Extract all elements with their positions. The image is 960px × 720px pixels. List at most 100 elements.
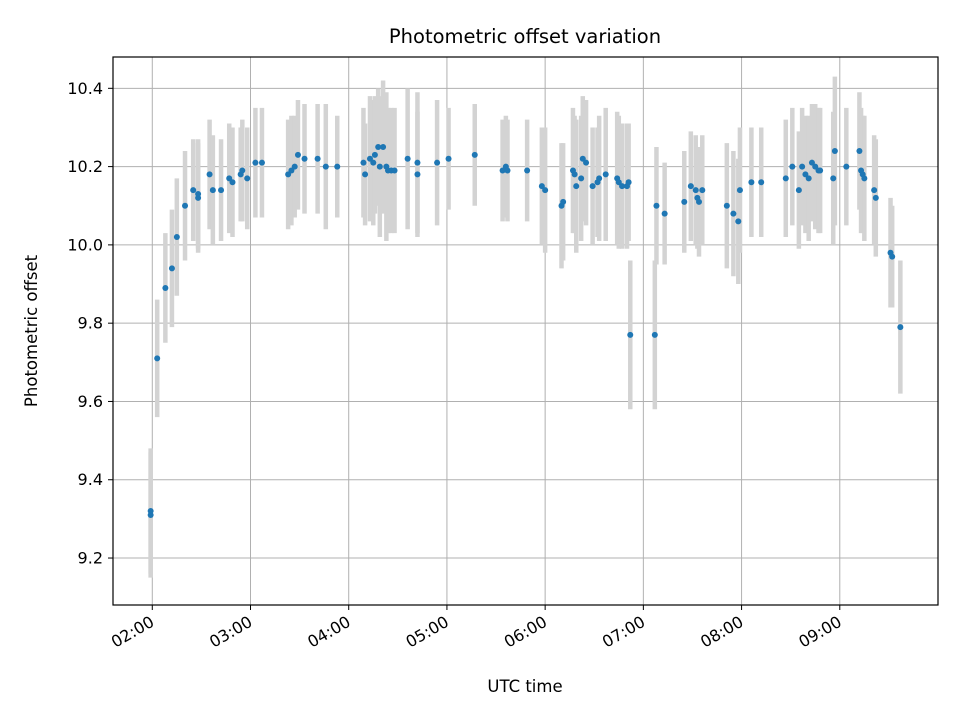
y-tick-label: 10.4	[67, 79, 103, 98]
data-point	[799, 163, 806, 170]
x-tick-label: 03:00	[206, 612, 255, 652]
data-point	[817, 167, 824, 174]
y-tick-label: 9.4	[78, 470, 103, 489]
data-point	[681, 198, 688, 205]
data-point	[195, 191, 202, 197]
data-point	[687, 183, 694, 190]
data-point	[571, 171, 578, 178]
y-tick-label: 9.6	[78, 392, 103, 411]
data-point	[322, 163, 329, 170]
data-point	[723, 202, 730, 209]
data-point	[314, 155, 321, 162]
data-point	[831, 147, 838, 154]
y-tick-label: 9.8	[78, 314, 103, 333]
data-point	[209, 187, 216, 194]
data-point	[229, 179, 236, 186]
data-point	[699, 187, 706, 194]
data-point	[627, 331, 634, 338]
y-tick-label: 10.2	[67, 157, 103, 176]
data-point	[504, 167, 511, 174]
x-axis-ticks: 02:00 03:00 04:00 05:00 06:00 07:00 08:00 09:00	[108, 605, 845, 652]
data-point	[748, 179, 755, 186]
data-point	[414, 159, 421, 166]
x-tick-label: 04:00	[304, 612, 353, 652]
y-tick-label: 9.2	[78, 549, 103, 568]
data-point	[414, 171, 421, 178]
data-point	[252, 159, 259, 166]
data-point	[735, 218, 742, 225]
x-tick-label: 08:00	[697, 612, 746, 652]
data-point	[244, 175, 251, 182]
data-point	[653, 202, 660, 209]
data-point	[162, 284, 169, 291]
data-point	[190, 187, 197, 194]
data-point	[843, 163, 850, 170]
data-point	[758, 179, 765, 186]
data-point	[897, 324, 904, 331]
data-point	[736, 187, 743, 194]
data-point	[206, 171, 213, 178]
data-point	[471, 151, 478, 158]
data-point	[596, 175, 603, 182]
x-tick-label: 05:00	[402, 612, 451, 652]
data-point	[524, 167, 531, 174]
data-point	[380, 144, 387, 151]
y-tick-label: 10.0	[67, 235, 103, 254]
data-point	[375, 144, 382, 151]
data-point	[239, 167, 246, 174]
data-point	[370, 159, 377, 166]
y-axis-ticks: 9.2 9.4 9.6 9.8 10.0 10.2 10.4	[67, 79, 113, 568]
points-layer	[147, 144, 904, 518]
data-point	[434, 159, 441, 166]
data-point	[871, 187, 878, 194]
data-point	[168, 265, 175, 272]
data-point	[542, 187, 549, 194]
x-tick-label: 02:00	[108, 612, 157, 652]
x-tick-label: 09:00	[795, 612, 844, 652]
data-point	[602, 171, 609, 178]
data-point	[218, 187, 225, 194]
x-tick-label: 07:00	[599, 612, 648, 652]
data-point	[861, 175, 868, 182]
data-point	[578, 175, 585, 182]
data-point	[619, 183, 626, 190]
data-point	[795, 187, 802, 194]
data-point	[182, 202, 189, 209]
data-point	[573, 183, 580, 190]
data-point	[661, 210, 668, 217]
chart-title: Photometric offset variation	[389, 25, 661, 48]
data-point	[294, 151, 301, 158]
data-point	[889, 253, 896, 260]
data-point	[782, 175, 789, 182]
data-point	[805, 175, 812, 182]
data-point	[830, 175, 837, 182]
data-point	[376, 163, 383, 170]
data-point	[692, 187, 699, 194]
data-point	[445, 155, 452, 162]
y-axis-label: Photometric offset	[22, 254, 41, 407]
data-point	[371, 151, 378, 158]
x-axis-label: UTC time	[487, 677, 562, 696]
data-point	[589, 183, 596, 190]
plot-frame	[112, 56, 939, 606]
data-point	[362, 171, 369, 178]
data-point	[625, 179, 632, 186]
data-point	[391, 167, 398, 174]
data-point	[856, 147, 863, 154]
data-point	[651, 331, 658, 338]
x-tick-label: 06:00	[501, 612, 550, 652]
data-point	[291, 163, 298, 170]
data-point	[730, 210, 737, 217]
data-point	[560, 198, 567, 205]
data-point	[147, 508, 154, 515]
data-point	[696, 198, 703, 205]
data-point	[173, 234, 180, 241]
data-point	[258, 159, 265, 166]
data-point	[154, 355, 161, 362]
data-point	[872, 194, 879, 201]
data-point	[583, 159, 590, 166]
data-point	[360, 159, 367, 166]
data-point	[334, 163, 341, 170]
data-point	[789, 163, 796, 170]
